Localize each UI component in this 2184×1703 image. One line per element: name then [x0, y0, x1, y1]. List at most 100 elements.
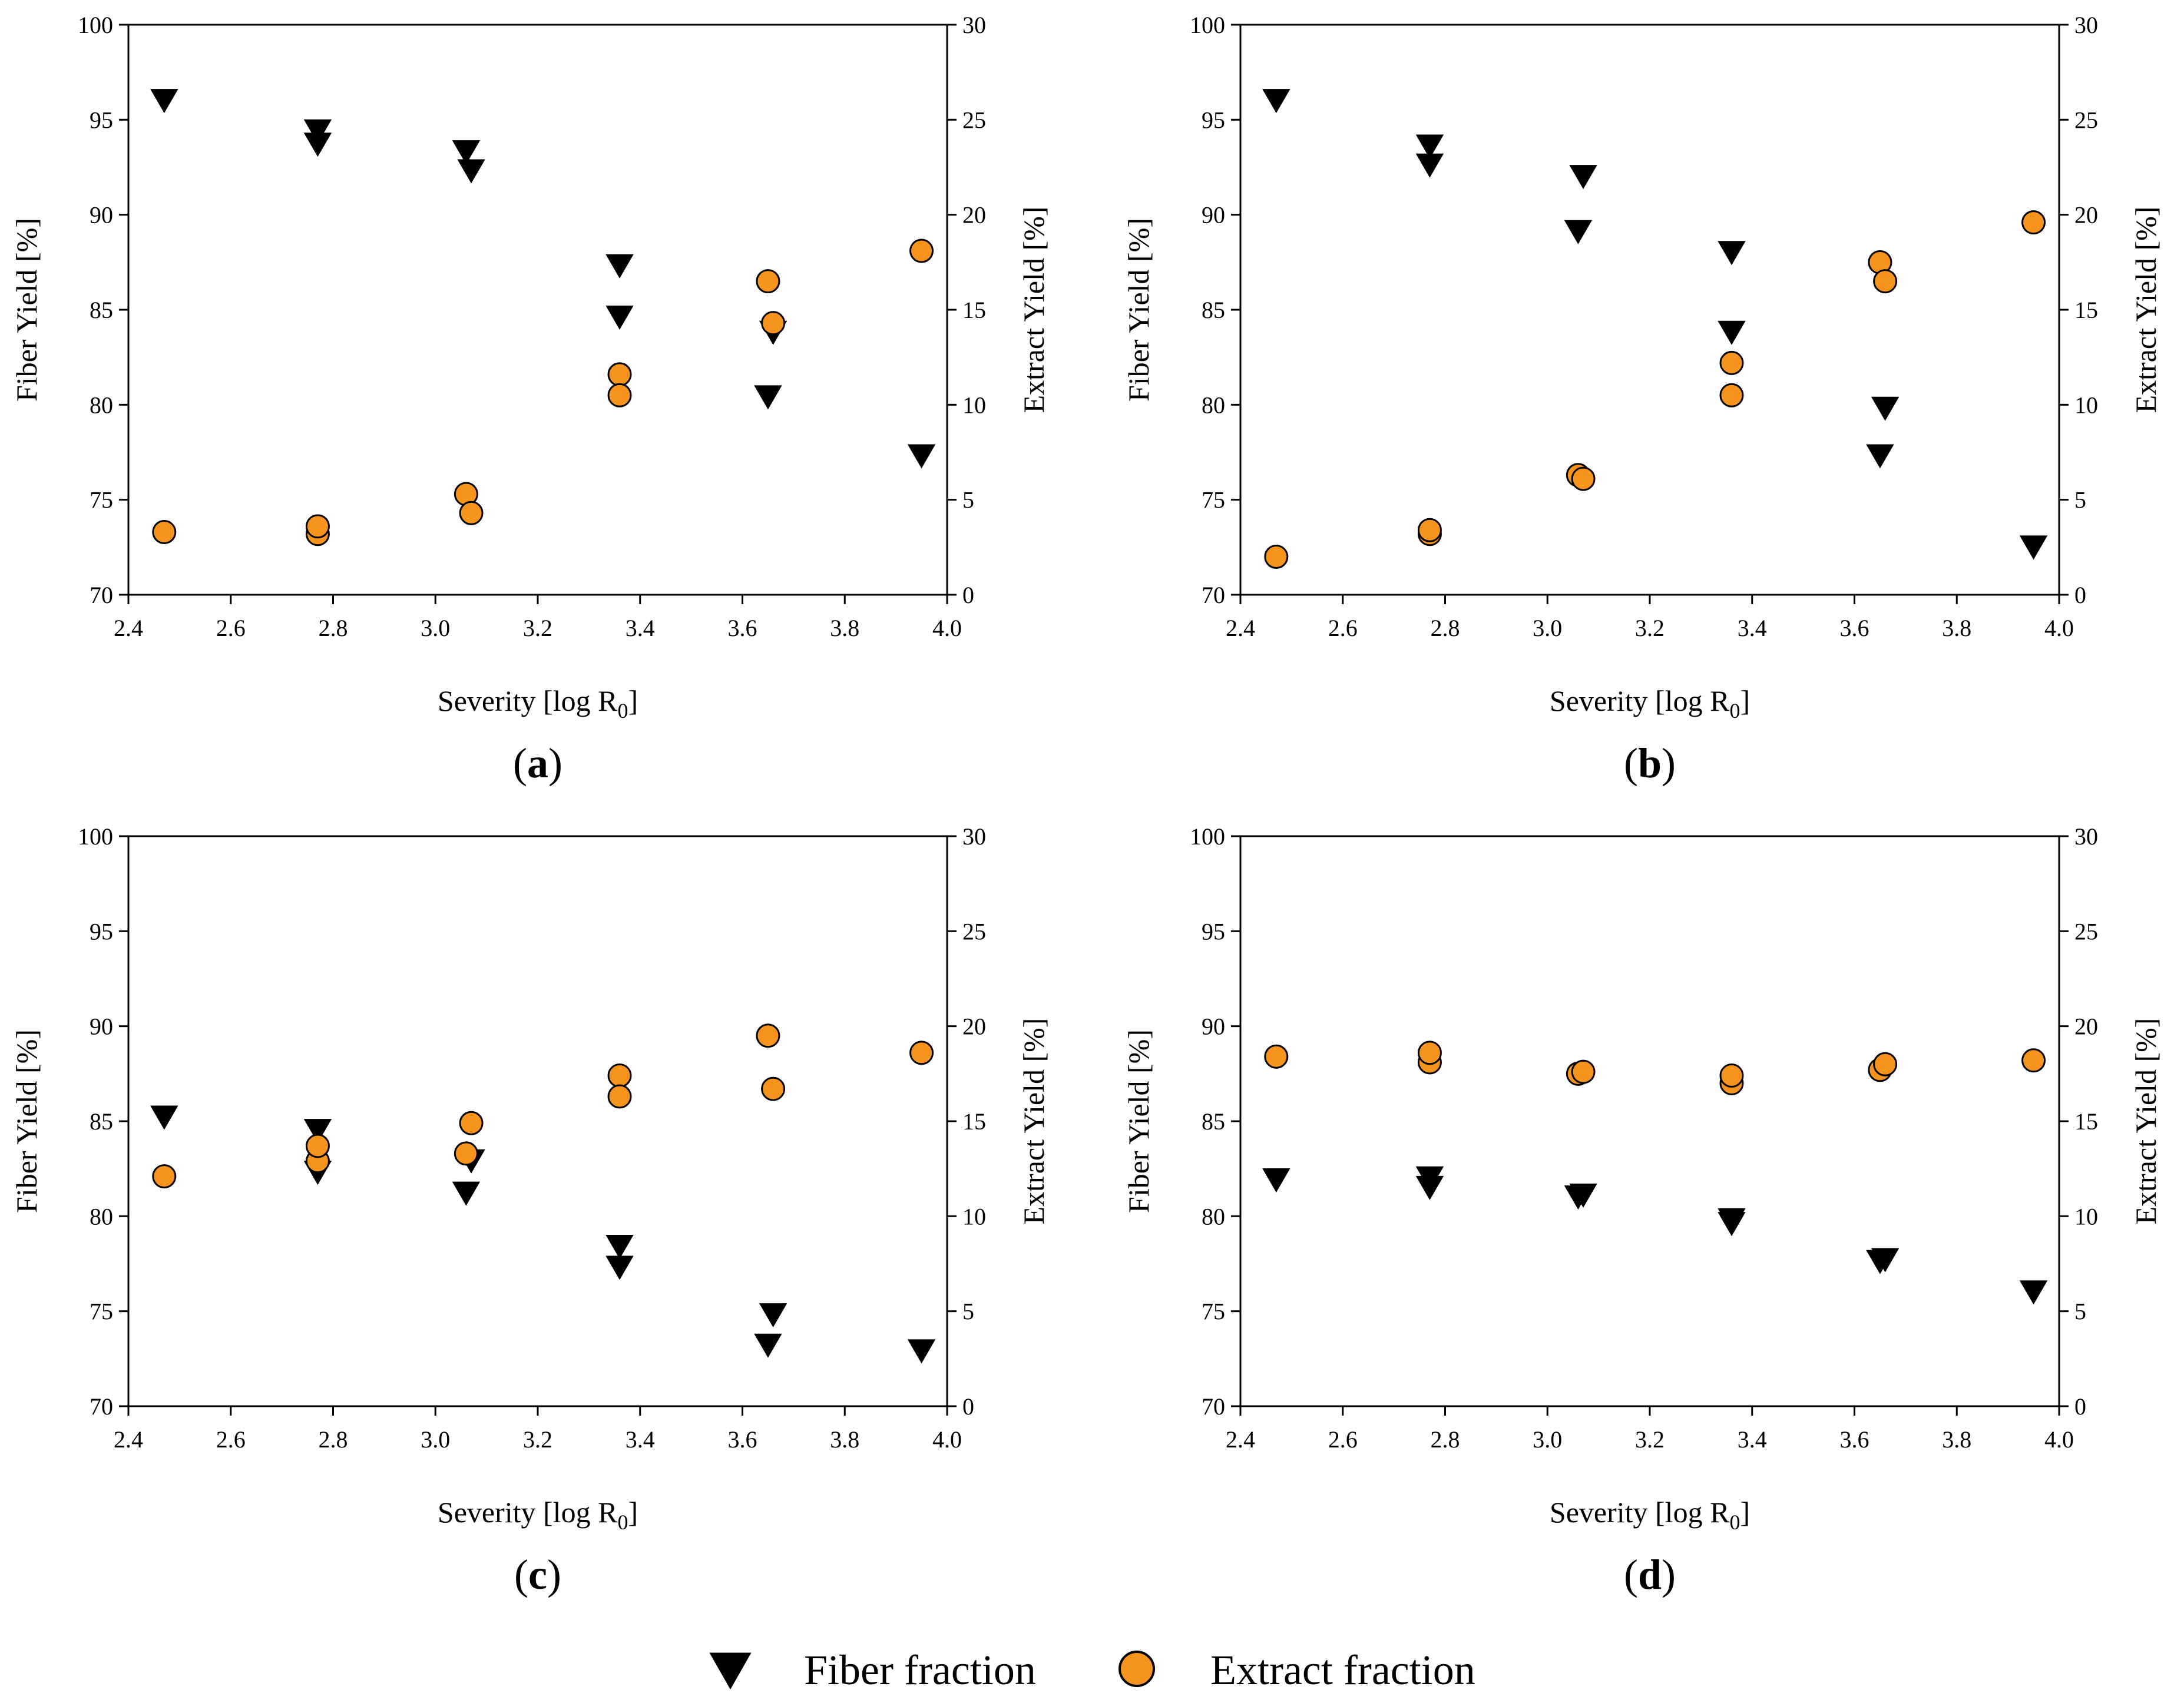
y2-tick-label: 0: [2074, 582, 2086, 608]
x-tick-label: 3.4: [626, 1426, 655, 1453]
x-tick-label: 3.0: [1533, 1426, 1562, 1453]
y-tick-label: 80: [90, 392, 113, 418]
extract-fraction-point: [2021, 210, 2046, 235]
x-tick-label: 3.0: [421, 1426, 450, 1453]
y2-tick-label: 10: [2074, 1203, 2098, 1230]
extract-fraction-point: [909, 1041, 934, 1065]
y2-tick-label: 20: [2074, 202, 2098, 228]
y-tick-label: 100: [1190, 823, 1225, 850]
y2-tick-label: 20: [962, 1013, 986, 1040]
y-tick-label: 80: [1202, 1203, 1225, 1230]
extract-fraction-point: [305, 1134, 330, 1158]
y2-tick-label: 5: [962, 487, 974, 513]
y-tick-label: 75: [1202, 1298, 1225, 1325]
fiber-fraction-point: [1871, 1248, 1900, 1273]
extract-fraction-point: [607, 362, 632, 387]
panel-label: (b): [1624, 740, 1676, 787]
fiber-fraction-point: [1262, 1168, 1290, 1193]
y2-tick-label: 5: [2074, 1298, 2086, 1325]
x-tick-label: 3.0: [421, 615, 450, 641]
fiber-fraction-point: [452, 1181, 481, 1206]
extract-fraction-point: [1571, 1059, 1596, 1084]
x-tick-label: 3.8: [1942, 615, 1971, 641]
extract-fraction-point: [1719, 350, 1744, 375]
extract-fraction-point: [2021, 1048, 2046, 1073]
x-axis-title: Severity [log R0]: [438, 684, 638, 723]
fiber-fraction-point: [1569, 165, 1597, 190]
y2-axis-title: Extract Yield [%]: [1017, 1018, 1050, 1225]
y-tick-label: 90: [90, 1013, 113, 1040]
x-tick-label: 4.0: [932, 615, 962, 641]
y-tick-label: 95: [1202, 107, 1225, 133]
y2-tick-label: 25: [2074, 918, 2098, 945]
y2-tick-label: 10: [2074, 392, 2098, 418]
extract-fraction-point: [305, 514, 330, 539]
chart-panel-c: 2.4 2.6 2.8 3.0 3.2 3.4 3.6 3.8 4.0 70 75 80 85 90 95 1…: [10, 823, 1050, 1598]
x-axis-title: Severity [log R0]: [1550, 1496, 1750, 1534]
x-tick-label: 3.8: [1942, 1426, 1971, 1453]
x-tick-label: 2.4: [114, 1426, 143, 1453]
y2-tick-label: 25: [2074, 107, 2098, 133]
legend-extract-label: Extract fraction: [1210, 1646, 1475, 1694]
x-tick-label: 2.8: [319, 615, 348, 641]
x-tick-label: 2.8: [319, 1426, 348, 1453]
fiber-fraction-point: [2019, 1280, 2048, 1305]
x-tick-label: 3.4: [626, 615, 655, 641]
x-tick-label: 3.6: [728, 1426, 757, 1453]
x-axis-title: Severity [log R0]: [1550, 684, 1750, 723]
extract-fraction-point: [909, 238, 934, 263]
x-tick-label: 2.6: [216, 1426, 246, 1453]
x-tick-label: 2.6: [1328, 1426, 1358, 1453]
y2-tick-label: 5: [962, 1298, 974, 1325]
y-tick-label: 100: [78, 12, 113, 38]
x-tick-label: 3.0: [1533, 615, 1562, 641]
fiber-fraction-point: [754, 1333, 782, 1358]
y2-tick-label: 15: [2074, 1108, 2098, 1135]
extract-fraction-point: [756, 1023, 780, 1048]
y2-axis-title: Extract Yield [%]: [2129, 1018, 2162, 1225]
y2-tick-label: 30: [2074, 12, 2098, 38]
x-tick-label: 2.8: [1431, 1426, 1460, 1453]
fiber-fraction-point: [754, 385, 782, 410]
y-axis-title: Fiber Yield [%]: [10, 1029, 43, 1213]
y2-tick-label: 20: [2074, 1013, 2098, 1040]
fiber-fraction-point: [605, 1255, 634, 1280]
extract-fraction-point: [1719, 1063, 1744, 1088]
x-tick-label: 3.4: [1738, 615, 1767, 641]
y2-tick-label: 15: [2074, 297, 2098, 323]
x-tick-label: 3.6: [728, 615, 757, 641]
x-tick-label: 2.4: [114, 615, 143, 641]
y-tick-label: 75: [90, 1298, 113, 1325]
extract-fraction-point: [1264, 544, 1289, 569]
fiber-fraction-point: [452, 140, 481, 165]
x-axis-title: Severity [log R0]: [438, 1496, 638, 1534]
fiber-fraction-point: [1569, 1183, 1597, 1208]
y2-tick-label: 30: [2074, 823, 2098, 850]
fiber-fraction-point: [2019, 535, 2048, 560]
y-tick-label: 70: [90, 1393, 113, 1420]
fiber-fraction-point: [1564, 220, 1593, 244]
fiber-fraction-point: [605, 1234, 634, 1259]
chart-panel-a: 2.4 2.6 2.8 3.0 3.2 3.4 3.6 3.8 4.0 70 75 80 85 90 95 1…: [10, 12, 1050, 787]
y-tick-label: 100: [78, 823, 113, 850]
y2-tick-label: 0: [962, 1393, 974, 1420]
y2-tick-label: 30: [962, 12, 986, 38]
fiber-fraction-point: [907, 1339, 936, 1364]
extract-fraction-point: [607, 383, 632, 407]
y2-tick-label: 0: [2074, 1393, 2086, 1420]
extract-fraction-point: [1264, 1044, 1289, 1069]
y-tick-label: 75: [90, 487, 113, 513]
y2-tick-label: 15: [962, 297, 986, 323]
y-tick-label: 100: [1190, 12, 1225, 38]
chart-panel-b: 2.4 2.6 2.8 3.0 3.2 3.4 3.6 3.8 4.0 70 75 80 85 90 95 1…: [1122, 12, 2162, 787]
extract-fraction-point: [459, 1111, 484, 1135]
y-tick-label: 95: [90, 918, 113, 945]
legend-extract-marker: [1119, 1651, 1155, 1687]
x-tick-label: 3.8: [830, 615, 859, 641]
y2-axis-title: Extract Yield [%]: [1017, 207, 1050, 413]
y-tick-label: 85: [90, 1108, 113, 1135]
panel-label: (d): [1624, 1551, 1676, 1598]
y-tick-label: 85: [1202, 297, 1225, 323]
x-tick-label: 2.6: [1328, 615, 1358, 641]
